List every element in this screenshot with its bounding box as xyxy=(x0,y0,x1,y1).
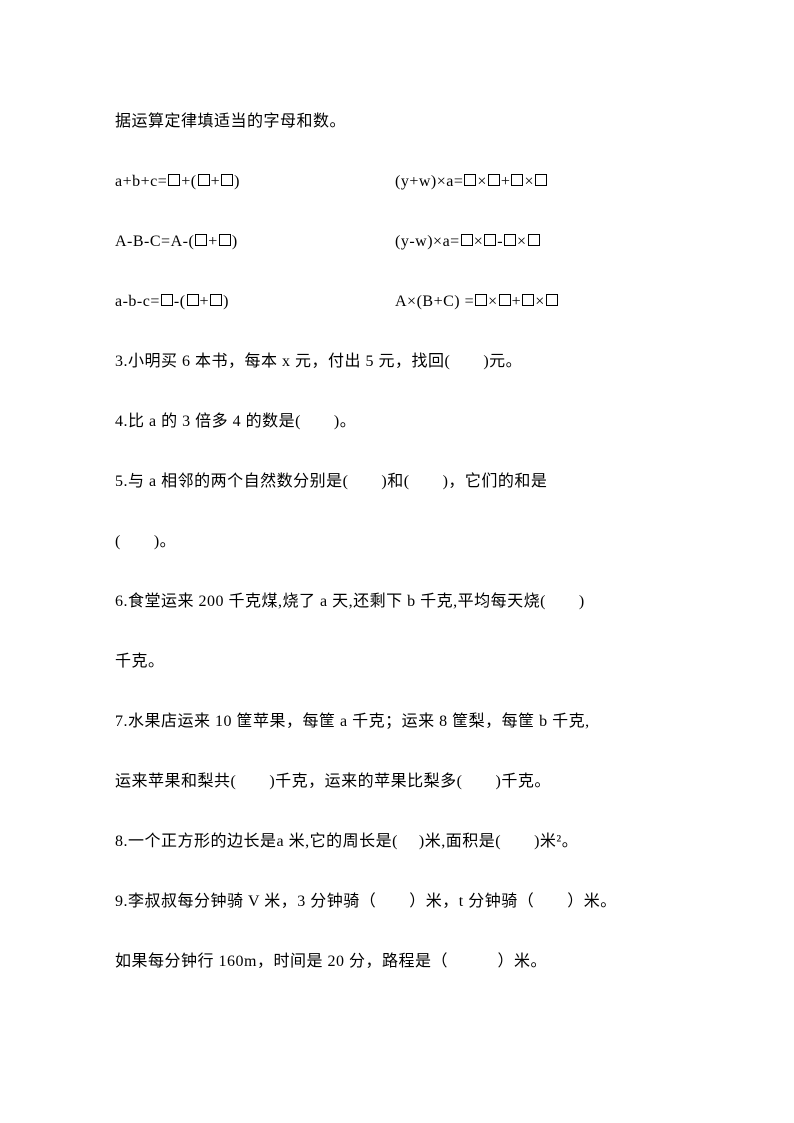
eq-text: A×(B+C) = xyxy=(395,293,474,310)
question-5-line2: ( )。 xyxy=(115,530,679,554)
eq-text: × xyxy=(488,293,498,310)
eq-text: - xyxy=(497,233,503,250)
question-6-line2: 千克。 xyxy=(115,650,679,674)
box-placeholder xyxy=(161,294,173,306)
eq-text: (y+w)×a= xyxy=(395,173,463,190)
equation-row-1: a+b+c= +( +) (y+w)×a= × + × xyxy=(115,170,679,194)
eq-text: + xyxy=(200,293,210,310)
equation-1-right: (y+w)×a= × + × xyxy=(395,170,679,194)
equation-row-2: A-B-C=A-( +) (y-w)×a= ×-× xyxy=(115,230,679,254)
question-6-line1: 6.食堂运来 200 千克煤,烧了 a 天,还剩下 b 千克,平均每天烧( ) xyxy=(115,590,679,614)
eq-text: × xyxy=(474,233,484,250)
box-placeholder xyxy=(499,294,511,306)
box-placeholder xyxy=(168,174,180,186)
eq-text: + xyxy=(211,173,221,190)
eq-text: + xyxy=(512,293,522,310)
question-9-line2: 如果每分钟行 160m，时间是 20 分，路程是（ ）米。 xyxy=(115,950,679,974)
eq-text: + xyxy=(208,233,218,250)
eq-text: × xyxy=(524,173,534,190)
question-9-line1: 9.李叔叔每分钟骑 V 米，3 分钟骑（ ）米，t 分钟骑（ ）米。 xyxy=(115,890,679,914)
box-placeholder xyxy=(461,234,473,246)
instruction-title: 据运算定律填适当的字母和数。 xyxy=(115,110,679,134)
eq-text: ) xyxy=(232,233,238,250)
eq-text: ) xyxy=(223,293,229,310)
equation-row-3: a-b-c= -( +) A×(B+C) = × + × xyxy=(115,290,679,314)
box-placeholder xyxy=(198,174,210,186)
box-placeholder xyxy=(535,174,547,186)
equation-2-right: (y-w)×a= ×-× xyxy=(395,230,679,254)
eq-text: × xyxy=(535,293,545,310)
box-placeholder xyxy=(464,174,476,186)
question-7-line2: 运来苹果和梨共( )千克，运来的苹果比梨多( )千克。 xyxy=(115,770,679,794)
eq-text: (y-w)×a= xyxy=(395,233,460,250)
box-placeholder xyxy=(195,234,207,246)
box-placeholder xyxy=(187,294,199,306)
equation-3-right: A×(B+C) = × + × xyxy=(395,290,679,314)
box-placeholder xyxy=(504,234,516,246)
box-placeholder xyxy=(221,174,233,186)
question-7-line1: 7.水果店运来 10 筐苹果，每筐 a 千克；运来 8 筐梨，每筐 b 千克, xyxy=(115,710,679,734)
question-5-line1: 5.与 a 相邻的两个自然数分别是( )和( )，它们的和是 xyxy=(115,470,679,494)
eq-text: a+b+c= xyxy=(115,173,167,190)
box-placeholder xyxy=(528,234,540,246)
eq-text: A-B-C=A-( xyxy=(115,233,194,250)
box-placeholder xyxy=(522,294,534,306)
box-placeholder xyxy=(475,294,487,306)
eq-text: × xyxy=(477,173,487,190)
box-placeholder xyxy=(546,294,558,306)
box-placeholder xyxy=(511,174,523,186)
box-placeholder xyxy=(219,234,231,246)
question-8: 8.一个正方形的边长是a 米,它的周长是( )米,面积是( )米²。 xyxy=(115,830,679,854)
box-placeholder xyxy=(488,174,500,186)
equation-2-left: A-B-C=A-( +) xyxy=(115,230,395,254)
equation-1-left: a+b+c= +( +) xyxy=(115,170,395,194)
eq-text: + xyxy=(501,173,511,190)
question-4: 4.比 a 的 3 倍多 4 的数是( )。 xyxy=(115,410,679,434)
box-placeholder xyxy=(210,294,222,306)
eq-text: ) xyxy=(234,173,240,190)
question-3: 3.小明买 6 本书，每本 x 元，付出 5 元，找回( )元。 xyxy=(115,350,679,374)
eq-text: -( xyxy=(174,293,186,310)
equation-3-left: a-b-c= -( +) xyxy=(115,290,395,314)
box-placeholder xyxy=(484,234,496,246)
eq-text: × xyxy=(517,233,527,250)
eq-text: +( xyxy=(181,173,196,190)
eq-text: a-b-c= xyxy=(115,293,160,310)
